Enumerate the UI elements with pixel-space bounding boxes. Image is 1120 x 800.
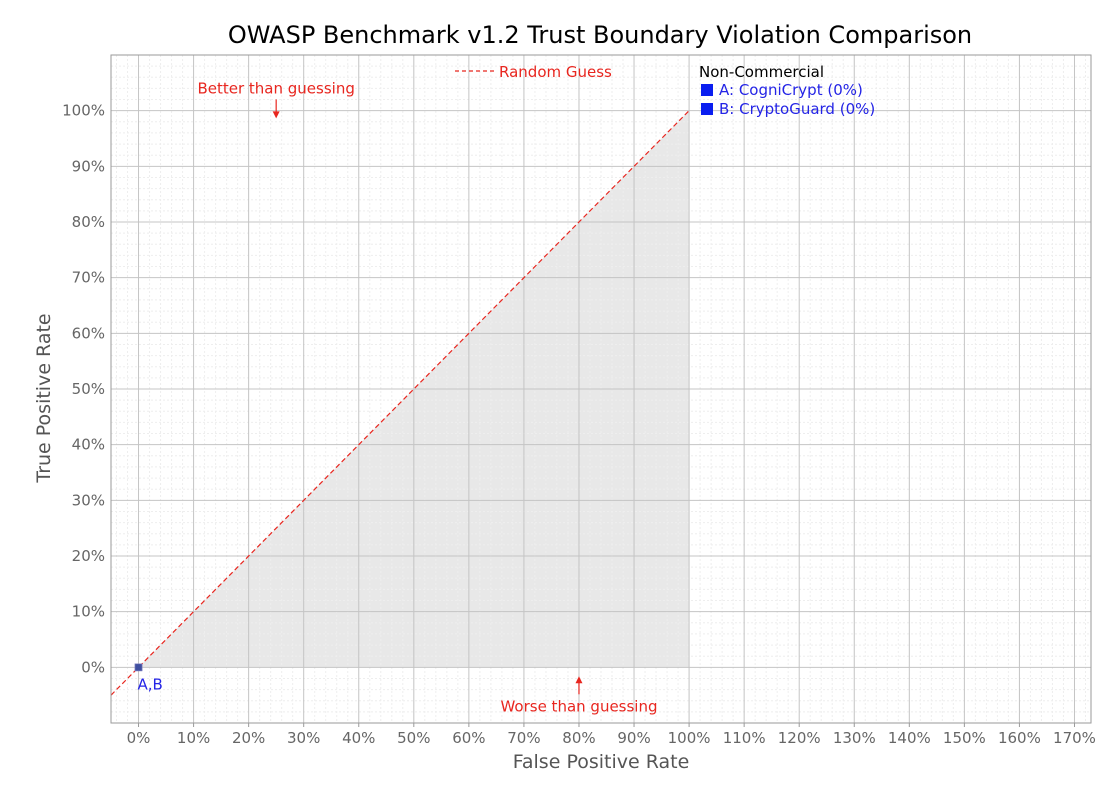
better-than-guessing-label: Better than guessing (197, 79, 354, 97)
x-axis-ticks: 0% 10% 20% 30% 40% 50% 60% 70% 80% 90% 100% 110% 120… (127, 723, 1096, 747)
y-tick-label: 60% (72, 324, 105, 342)
y-tick-label: 10% (72, 603, 105, 621)
x-tick-label: 130% (833, 729, 876, 747)
x-tick-label: 60% (452, 729, 485, 747)
x-tick-label: 70% (507, 729, 540, 747)
y-tick-label: 80% (72, 213, 105, 231)
random-guess-legend: Random Guess (455, 63, 612, 81)
x-tick-label: 80% (562, 729, 595, 747)
x-tick-label: 0% (127, 729, 151, 747)
x-tick-label: 40% (342, 729, 375, 747)
y-axis-label: True Positive Rate (33, 313, 55, 483)
x-tick-label: 160% (998, 729, 1041, 747)
data-points (134, 663, 143, 672)
x-tick-label: 110% (723, 729, 766, 747)
y-tick-label: 90% (72, 157, 105, 175)
x-axis-label: False Positive Rate (513, 751, 690, 773)
x-tick-label: 30% (287, 729, 320, 747)
random-guess-label: Random Guess (499, 63, 612, 81)
x-tick-label: 100% (668, 729, 711, 747)
legend-marker-a-icon (701, 84, 713, 96)
random-guess-line (110, 110, 690, 696)
legend: Non-Commercial A: CogniCrypt (0%) B: Cry… (699, 63, 875, 118)
x-tick-label: 170% (1053, 729, 1096, 747)
y-tick-label: 70% (72, 269, 105, 287)
y-tick-label: 40% (72, 436, 105, 454)
x-tick-label: 140% (888, 729, 931, 747)
y-tick-label: 50% (72, 380, 105, 398)
x-tick-label: 20% (232, 729, 265, 747)
y-tick-label: 0% (81, 658, 105, 676)
chart-title: OWASP Benchmark v1.2 Trust Boundary Viol… (228, 21, 972, 49)
y-tick-label: 20% (72, 547, 105, 565)
x-tick-label: 50% (397, 729, 430, 747)
legend-entry-cognicrypt: A: CogniCrypt (0%) (719, 81, 863, 99)
plot-border (110, 54, 1092, 724)
y-tick-label: 30% (72, 491, 105, 509)
worse-arrowhead-icon (575, 676, 583, 684)
better-arrowhead-icon (272, 111, 280, 119)
x-tick-label: 10% (177, 729, 210, 747)
legend-group-title: Non-Commercial (699, 63, 824, 81)
worse-than-guessing-label: Worse than guessing (500, 697, 657, 715)
grid (111, 55, 1091, 723)
data-point-cryptoguard (134, 663, 143, 672)
legend-entry-cryptoguard: B: CryptoGuard (0%) (719, 100, 875, 118)
y-tick-label: 100% (62, 102, 105, 120)
x-tick-label: 150% (943, 729, 986, 747)
annotations: Better than guessing Worse than guessing (197, 79, 657, 715)
legend-marker-b-icon (701, 103, 713, 115)
point-label: A,B (138, 675, 163, 693)
y-axis-ticks: 0% 10% 20% 30% 40% 50% 60% 70% 80% 90% 100% (62, 102, 105, 677)
x-tick-label: 90% (617, 729, 650, 747)
x-tick-label: 120% (778, 729, 821, 747)
